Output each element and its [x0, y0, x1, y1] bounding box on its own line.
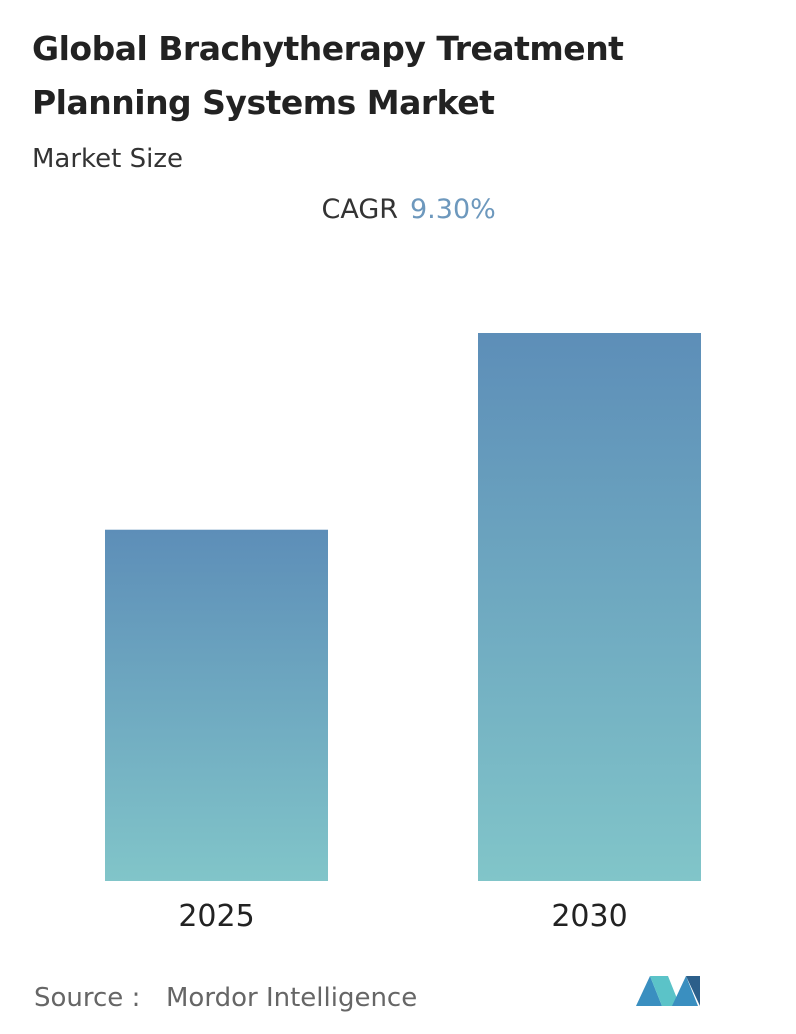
bar	[478, 333, 701, 881]
cagr-value: 9.30%	[410, 194, 496, 225]
chart-title: Global Brachytherapy Treatment	[32, 29, 624, 68]
source: Mordor Intelligence	[166, 983, 417, 1013]
source-label: Source :	[34, 983, 140, 1013]
logo	[636, 976, 700, 1006]
bar	[105, 529, 328, 881]
cagr-label: CAGR	[321, 194, 398, 225]
chart-title: Planning Systems Market	[32, 83, 495, 122]
chart-subtitle: Market Size	[32, 144, 183, 174]
x-tick-label: 2030	[551, 899, 627, 934]
x-tick-label: 2025	[178, 899, 254, 934]
